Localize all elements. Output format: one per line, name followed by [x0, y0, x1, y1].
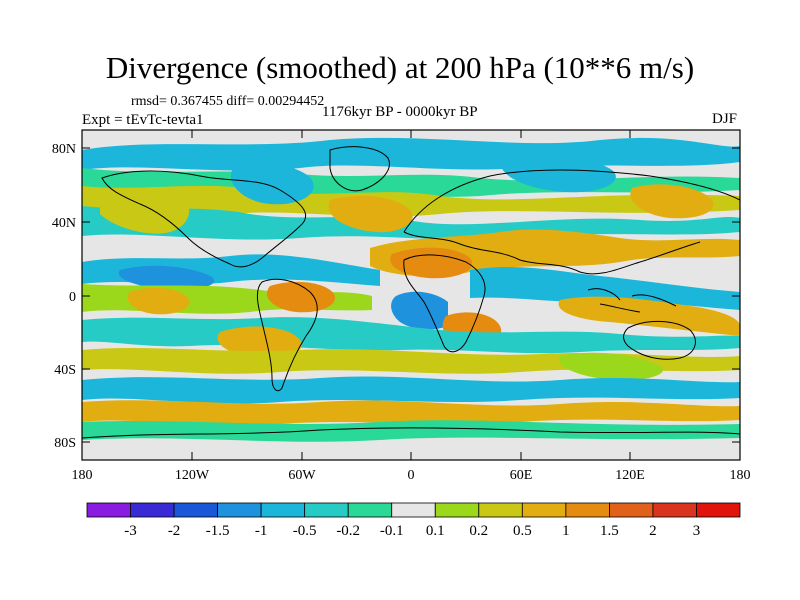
- colorbar-label: 2: [649, 523, 657, 539]
- lon-axis: [81, 130, 741, 460]
- lon-label-60w: 60W: [288, 468, 316, 483]
- experiment-label: Expt = tEvTc-tevta1: [82, 112, 204, 128]
- lon-label-180w: 180: [72, 468, 93, 483]
- field-blob-tropical-orange-west: [127, 287, 190, 315]
- colorbar-box: [652, 502, 697, 518]
- field-blob-south-pacific-orange: [217, 326, 302, 359]
- field-band-tropical-blue: [118, 265, 215, 291]
- field-blob-north-pacific: [100, 188, 190, 234]
- lon-labels: 180 120W 60W 0 60E 120E 180: [72, 468, 751, 483]
- colorbar-box: [521, 502, 567, 518]
- colorbar-box: [565, 502, 610, 518]
- colorbar-box: [173, 502, 219, 518]
- colorbar-box: [130, 502, 175, 518]
- colorbar-box: [304, 502, 349, 518]
- colorbar-label: -0.2: [336, 523, 360, 539]
- colorbar-label: -2: [168, 523, 181, 539]
- colorbar-label: 1.5: [600, 523, 619, 539]
- colorbar-box: [696, 502, 741, 518]
- coast-greenland: [329, 146, 390, 192]
- colorbar-box: [260, 502, 306, 518]
- map-title: Divergence (smoothed) at 200 hPa (10**6 …: [105, 50, 695, 85]
- colorbar-label: -0.5: [293, 523, 317, 539]
- colorbar-box: [347, 502, 393, 518]
- colorbar: -3 -2 -1.5 -1 -0.5 -0.2 -0.1 0.1 0.2 0.5 1 1.5 2 3: [86, 502, 741, 539]
- colorbar-label: 0.1: [426, 523, 445, 539]
- lon-label-120w: 120W: [175, 468, 210, 483]
- lon-label-0: 0: [408, 468, 415, 483]
- field-blob-siberia-orange: [630, 184, 714, 219]
- field-blob-north-atlantic: [328, 195, 413, 233]
- coast-south-america: [256, 278, 318, 392]
- lat-axis: [82, 147, 740, 443]
- field-band-southern-ocean-orange: [82, 400, 740, 426]
- divergence-field: [82, 137, 740, 442]
- field-blob-canada: [230, 164, 314, 205]
- lat-label-80n: 80N: [52, 142, 76, 157]
- colorbar-label: 0.5: [513, 523, 532, 539]
- colorbar-box: [478, 502, 523, 518]
- lon-label-60e: 60E: [510, 468, 533, 483]
- coast-eurasia: [403, 169, 740, 275]
- colorbar-label: 0.2: [469, 523, 488, 539]
- field-band-indian-blue: [470, 266, 740, 310]
- field-blob-maritime-orange: [558, 296, 740, 336]
- lon-label-180e: 180: [730, 468, 751, 483]
- colorbar-label: -0.1: [380, 523, 404, 539]
- coastlines: [82, 146, 740, 439]
- colorbar-label: -3: [124, 523, 137, 539]
- colorbar-label: -1.5: [206, 523, 230, 539]
- colorbar-box: [86, 502, 131, 518]
- field-blob-siberia: [499, 155, 616, 193]
- lat-label-80s: 80S: [54, 436, 76, 451]
- colorbar-box: [217, 502, 262, 518]
- colorbar-box: [391, 502, 436, 518]
- colorbar-box: [609, 502, 654, 518]
- colorbar-label: 1: [562, 523, 570, 539]
- coast-north-america: [101, 170, 307, 268]
- field-band-southern-ocean-cyan: [82, 376, 740, 404]
- lat-label-40s: 40S: [54, 363, 76, 378]
- colorbar-label: -1: [255, 523, 268, 539]
- colorbar-label: 3: [693, 523, 701, 539]
- stats-label: rmsd= 0.367455 diff= 0.00294452: [131, 94, 325, 109]
- coast-australia: [623, 320, 696, 360]
- coast-africa: [403, 254, 486, 353]
- field-blob-sahara-darkorange: [390, 247, 473, 279]
- field-blob-atlantic-orange: [266, 281, 336, 313]
- lat-label-40n: 40N: [52, 216, 76, 231]
- colorbar-box: [434, 502, 480, 518]
- season-label: DJF: [712, 111, 738, 127]
- field-blob-south-green: [558, 352, 663, 381]
- lon-label-120e: 120E: [615, 468, 645, 483]
- field-blob-congo-cyan: [391, 291, 448, 330]
- lat-label-0: 0: [69, 290, 76, 305]
- coast-antarctica: [82, 427, 740, 439]
- lat-labels: 80N 40N 0 40S 80S: [52, 142, 76, 451]
- field-band-antarctic-green: [82, 420, 740, 442]
- coast-maritime: [587, 288, 677, 313]
- period-label: 1176kyr BP - 0000kyr BP: [322, 104, 478, 120]
